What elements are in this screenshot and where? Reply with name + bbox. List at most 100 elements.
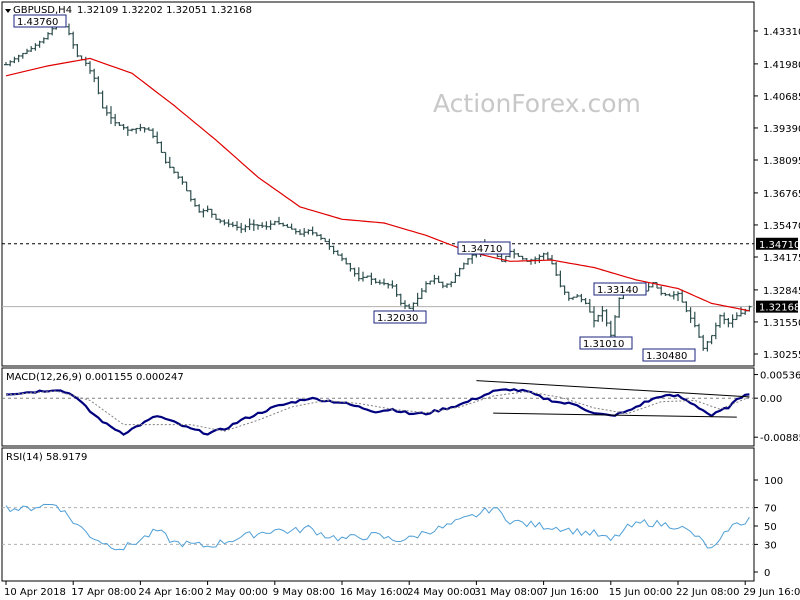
price-annotation: 1.31010	[579, 336, 633, 350]
price-bar	[285, 223, 290, 228]
price-bar	[319, 233, 323, 241]
price-bar	[411, 302, 416, 311]
price-bar	[512, 248, 517, 259]
rsi-line	[5, 503, 750, 551]
price-bar	[184, 181, 189, 192]
price-bar	[134, 127, 139, 134]
price-bar	[201, 208, 206, 218]
y-tick-label: 1.34175	[763, 253, 800, 264]
price-bar	[243, 224, 248, 233]
price-annotation: 1.34710	[457, 241, 511, 255]
macd-panel: MACD(12,26,9) 0.001155 0.000247	[1, 367, 755, 447]
price-bar	[571, 296, 575, 301]
price-annotations: 1.43760 1.34710 1.33140 1.32030 1.31010 1.304…	[13, 14, 696, 362]
level-tag-label: 1.34710	[759, 240, 800, 251]
price-bar	[277, 216, 281, 225]
price-bar	[428, 280, 433, 285]
price-bar	[579, 293, 584, 303]
current-price-tag-bg	[756, 300, 798, 313]
price-bar	[193, 198, 197, 207]
macd-y-tick-label: 0.005368	[760, 371, 800, 382]
price-bar	[655, 281, 659, 289]
price-bar	[436, 275, 441, 283]
price-bar	[403, 300, 407, 310]
price-bar	[20, 52, 25, 59]
price-bar	[545, 251, 550, 261]
price-bar	[587, 298, 592, 313]
price-bar	[180, 176, 185, 185]
price-bar	[16, 54, 21, 63]
x-tick-label: 17 Apr 08:00	[71, 587, 136, 598]
price-bar	[117, 122, 122, 126]
price-bar	[722, 312, 727, 325]
price-bar	[503, 255, 508, 263]
macd-y-tick-label: 0.00	[760, 394, 782, 405]
price-bar	[419, 288, 424, 300]
y-tick-label: 1.40685	[763, 92, 800, 103]
price-bar	[398, 293, 403, 306]
price-bar	[289, 223, 294, 230]
price-bar	[46, 32, 50, 40]
price-bar	[356, 267, 361, 282]
y-tick-label: 1.32845	[763, 286, 800, 297]
price-bar	[226, 219, 231, 228]
price-bar	[415, 292, 420, 307]
y-tick-label: 1.43310	[763, 27, 800, 38]
rsi-y-tick-label: 100	[764, 476, 783, 487]
price-bar	[41, 37, 46, 44]
y-tick-label: 1.39390	[763, 124, 800, 135]
price-bar	[12, 56, 17, 64]
price-bar	[373, 278, 378, 284]
price-bar	[113, 113, 118, 127]
price-bar	[104, 105, 109, 116]
price-bar	[554, 261, 559, 276]
price-axis: 1.43310 1.41980 1.40685 1.39390 1.38095 1.367…	[754, 27, 800, 361]
x-tick-label: 2 May 00:00	[206, 587, 268, 598]
price-bar	[33, 43, 38, 51]
price-bar	[558, 270, 563, 288]
y-tick-label: 1.36765	[763, 189, 800, 200]
price-bar	[445, 283, 449, 288]
price-bar	[251, 219, 256, 231]
x-tick-label: 24 May 00:00	[407, 587, 476, 598]
price-bar	[600, 306, 605, 322]
price-annotation: 1.33140	[593, 282, 647, 296]
price-bar	[302, 228, 307, 237]
price-bar	[394, 283, 399, 297]
price-bar	[390, 280, 395, 289]
price-panel-frame	[1, 1, 755, 367]
x-tick-label: 7 Jun 16:00	[542, 587, 599, 598]
price-bar	[604, 309, 609, 327]
chart-symbol-title: GBPUSD,H4	[13, 5, 72, 16]
macd-line	[5, 388, 750, 436]
price-bar	[327, 238, 332, 250]
rsi-y-tick-label: 30	[764, 540, 777, 551]
price-bar	[361, 271, 365, 282]
price-bar	[575, 294, 580, 298]
annotation-label: 1.34710	[461, 244, 502, 255]
price-bar	[562, 285, 567, 295]
price-bar	[726, 317, 731, 328]
macd-axis: 0.005368 0.00 -0.008855	[754, 371, 800, 444]
rsi-y-tick-label: 50	[764, 522, 777, 533]
price-bar	[680, 289, 685, 303]
annotation-label: 1.30480	[646, 351, 687, 362]
price-bar	[159, 141, 164, 154]
watermark: ActionForex.com	[433, 89, 641, 118]
x-tick-label: 29 Jun 16:00	[743, 587, 800, 598]
price-bar	[667, 293, 672, 297]
symbol-menu-arrow-icon[interactable]	[5, 9, 11, 13]
y-tick-label: 1.38095	[763, 156, 800, 167]
price-bar	[583, 298, 588, 305]
price-bar	[377, 279, 382, 285]
price-bar	[365, 275, 370, 279]
rsi-y-tick-label: 70	[764, 504, 777, 515]
price-bar	[734, 312, 739, 321]
price-bar	[730, 314, 735, 328]
rsi-axis: 100 70 50 30 0	[754, 476, 783, 579]
price-bar	[29, 46, 34, 52]
price-bar	[125, 126, 130, 136]
moving-average-line	[5, 57, 750, 312]
price-bar	[88, 61, 92, 74]
